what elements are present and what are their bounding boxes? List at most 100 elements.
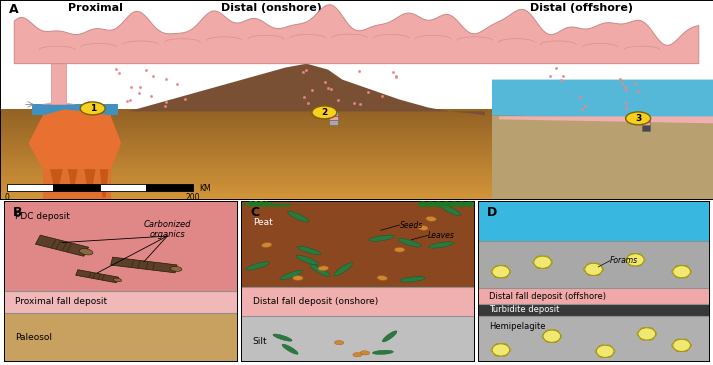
Circle shape (504, 269, 511, 274)
Ellipse shape (457, 201, 466, 207)
Circle shape (675, 347, 682, 351)
Circle shape (682, 339, 688, 344)
Bar (0, 139, 713, 140)
Bar (32, 104, 118, 115)
Text: 1: 1 (90, 104, 96, 113)
Bar (0, 120, 713, 121)
Text: D: D (487, 205, 497, 219)
Polygon shape (492, 115, 713, 199)
Bar (0, 158, 713, 159)
Text: Turbidite deposit: Turbidite deposit (489, 306, 560, 315)
Circle shape (501, 351, 508, 356)
Bar (7, 184, 53, 191)
Ellipse shape (426, 201, 436, 207)
Circle shape (647, 335, 654, 340)
Polygon shape (278, 203, 292, 207)
Ellipse shape (369, 235, 394, 241)
Circle shape (637, 331, 644, 336)
Bar (0, 125, 713, 126)
Ellipse shape (449, 201, 458, 207)
Bar (642, 118, 650, 122)
Bar (0, 198, 713, 199)
Circle shape (552, 338, 558, 342)
Bar (0, 160, 713, 161)
Bar (0, 153, 713, 154)
Text: Distal fall deposit (onshore): Distal fall deposit (onshore) (252, 297, 378, 307)
Bar (0, 149, 713, 150)
Bar (0, 140, 713, 141)
Bar (0, 157, 713, 158)
Ellipse shape (429, 242, 453, 248)
Bar (0, 186, 713, 187)
Polygon shape (267, 203, 282, 207)
Circle shape (685, 269, 692, 274)
Circle shape (638, 328, 656, 340)
Ellipse shape (394, 247, 405, 252)
Bar (0, 189, 713, 190)
Polygon shape (111, 257, 177, 273)
Polygon shape (100, 169, 108, 197)
Bar (0, 173, 713, 174)
Bar (0, 143, 713, 144)
Bar (4, 201, 237, 291)
Ellipse shape (398, 238, 421, 247)
Bar (0, 126, 713, 127)
Bar (0, 163, 713, 164)
Text: Leaves: Leaves (428, 231, 454, 240)
Circle shape (545, 330, 552, 335)
Text: Paleosol: Paleosol (15, 333, 52, 342)
Bar (0, 180, 713, 181)
Circle shape (492, 344, 510, 356)
Polygon shape (128, 64, 485, 115)
Ellipse shape (246, 262, 270, 270)
Circle shape (605, 345, 612, 350)
Circle shape (598, 353, 605, 358)
Bar (0, 113, 713, 114)
Polygon shape (68, 169, 78, 185)
Ellipse shape (273, 334, 292, 341)
Bar (0, 128, 713, 129)
Bar (0, 133, 713, 134)
Circle shape (501, 343, 508, 348)
Circle shape (546, 260, 553, 265)
Bar (0, 196, 713, 197)
Bar (0, 112, 713, 113)
Ellipse shape (626, 112, 650, 125)
Bar (0, 179, 713, 180)
Polygon shape (76, 270, 118, 283)
Circle shape (629, 254, 635, 258)
Circle shape (534, 256, 551, 268)
Bar (0, 155, 713, 157)
Text: Peat: Peat (252, 218, 272, 227)
Circle shape (685, 343, 692, 347)
Circle shape (555, 334, 562, 338)
Bar (100, 184, 146, 191)
Circle shape (491, 269, 498, 274)
Bar (0, 116, 713, 117)
Text: 2: 2 (322, 108, 327, 117)
Bar (0, 122, 713, 123)
Circle shape (675, 339, 682, 344)
Ellipse shape (382, 331, 397, 342)
Ellipse shape (282, 344, 298, 354)
Circle shape (673, 339, 690, 351)
Bar (0, 135, 713, 136)
Circle shape (536, 256, 543, 261)
Polygon shape (252, 200, 266, 207)
Text: Proximal: Proximal (68, 3, 123, 13)
Text: Forams: Forams (610, 256, 638, 265)
Bar (0, 184, 713, 185)
Ellipse shape (312, 106, 337, 119)
Bar (0, 168, 713, 169)
Circle shape (584, 267, 590, 272)
Bar (0, 182, 713, 184)
Circle shape (639, 258, 645, 262)
Circle shape (536, 264, 543, 269)
Bar (0, 154, 713, 155)
Text: 3: 3 (635, 114, 641, 123)
Circle shape (543, 264, 549, 269)
Bar (0, 174, 713, 176)
Circle shape (542, 334, 548, 338)
Polygon shape (273, 204, 287, 207)
Circle shape (672, 269, 678, 274)
